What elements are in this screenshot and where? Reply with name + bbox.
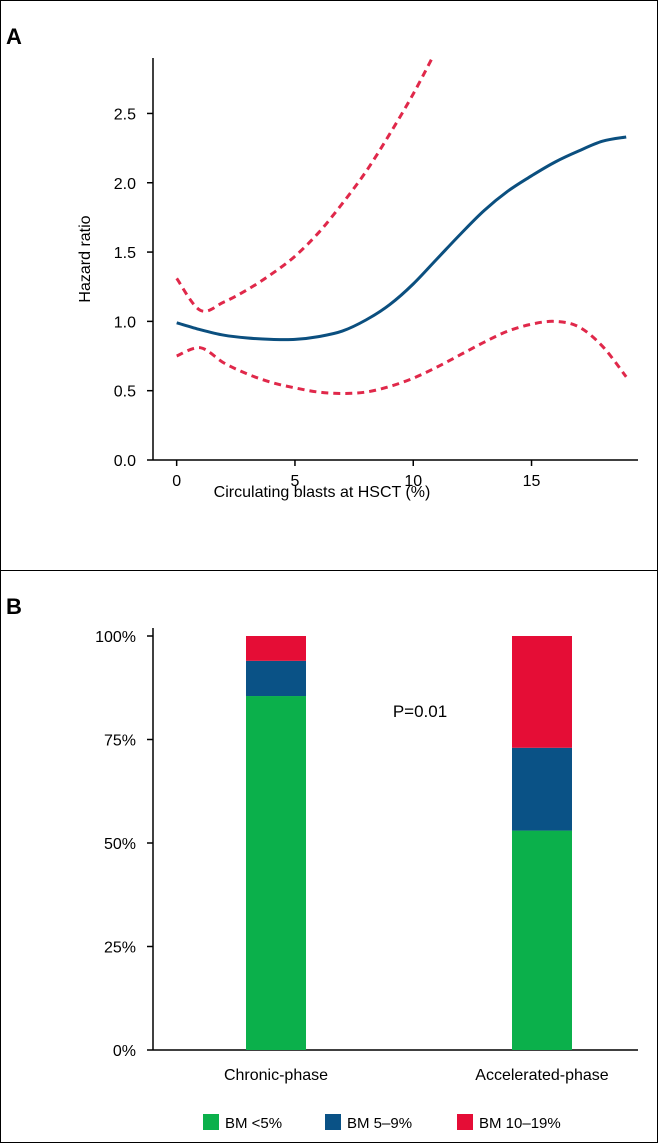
panel-b-y-tick-label: 100% xyxy=(95,629,136,646)
legend-label: BM 10–19% xyxy=(479,1115,561,1132)
legend-label: BM <5% xyxy=(225,1115,282,1132)
panel-b-y-tick-label: 75% xyxy=(104,733,136,750)
panel-b-bars xyxy=(246,636,572,1050)
panel-b-y-ticks: 0% 25% 50% 75% 100% xyxy=(95,629,153,1060)
panel-a-y-tick-label: 0.5 xyxy=(114,384,136,401)
bar-segment-accelerated-phase-1 xyxy=(512,830,572,1050)
panel-a: A 0.0 0.5 1.0 1.5 2.0 2.5 0 5 10 15 Circulating … xyxy=(6,24,638,501)
panel-a-y-tick-label: 1.0 xyxy=(114,314,136,331)
panel-a-series xyxy=(175,57,628,396)
panel-b-y-tick-label: 25% xyxy=(104,940,136,957)
panel-a-x-axis-title: Circulating blasts at HSCT (%) xyxy=(214,484,431,501)
upper-ci-line xyxy=(175,57,434,313)
hazard-ratio-line xyxy=(176,135,627,342)
legend-swatch xyxy=(203,1114,219,1130)
category-label: Accelerated-phase xyxy=(475,1067,609,1084)
panel-b: B 0% 25% 50% 75% 100% Chronic-phase Accelerat… xyxy=(6,594,638,1132)
panel-a-y-axis-title: Hazard ratio xyxy=(77,215,94,302)
panel-b-x-labels: Chronic-phase Accelerated-phase xyxy=(224,1067,609,1084)
panel-a-x-ticks: 0 5 10 15 xyxy=(172,460,541,490)
panel-a-y-tick-label: 1.5 xyxy=(114,245,136,262)
panel-a-y-tick-label: 2.5 xyxy=(114,106,136,123)
panel-a-x-tick-label: 5 xyxy=(290,473,299,490)
bar-segment-accelerated-phase-2 xyxy=(512,747,572,831)
panel-a-x-tick-label: 0 xyxy=(172,473,181,490)
panel-a-y-ticks: 0.0 0.5 1.0 1.5 2.0 2.5 xyxy=(114,106,153,470)
panel-label-b: B xyxy=(6,594,22,619)
bar-segment-chronic-phase-2 xyxy=(246,660,306,697)
legend-swatch xyxy=(325,1114,341,1130)
bar-segment-chronic-phase-1 xyxy=(246,696,306,1050)
category-label: Chronic-phase xyxy=(224,1067,328,1084)
panel-a-x-tick-label: 15 xyxy=(523,473,541,490)
panel-a-x-tick-label: 10 xyxy=(404,473,422,490)
bar-segment-accelerated-phase-3 xyxy=(512,636,572,748)
panel-a-y-tick-label: 2.0 xyxy=(114,176,136,193)
panel-b-legend: BM <5% BM 5–9% BM 10–19% xyxy=(203,1114,561,1132)
panel-divider xyxy=(0,570,658,571)
panel-label-a: A xyxy=(6,24,22,49)
legend-label: BM 5–9% xyxy=(347,1115,412,1132)
bar-segment-chronic-phase-3 xyxy=(246,636,306,661)
panel-b-y-tick-label: 50% xyxy=(104,836,136,853)
panel-b-y-tick-label: 0% xyxy=(113,1043,136,1060)
lower-ci-line xyxy=(176,319,628,396)
panel-a-y-tick-label: 0.0 xyxy=(114,453,136,470)
legend-swatch xyxy=(457,1114,473,1130)
p-value-annotation: P=0.01 xyxy=(393,702,447,721)
